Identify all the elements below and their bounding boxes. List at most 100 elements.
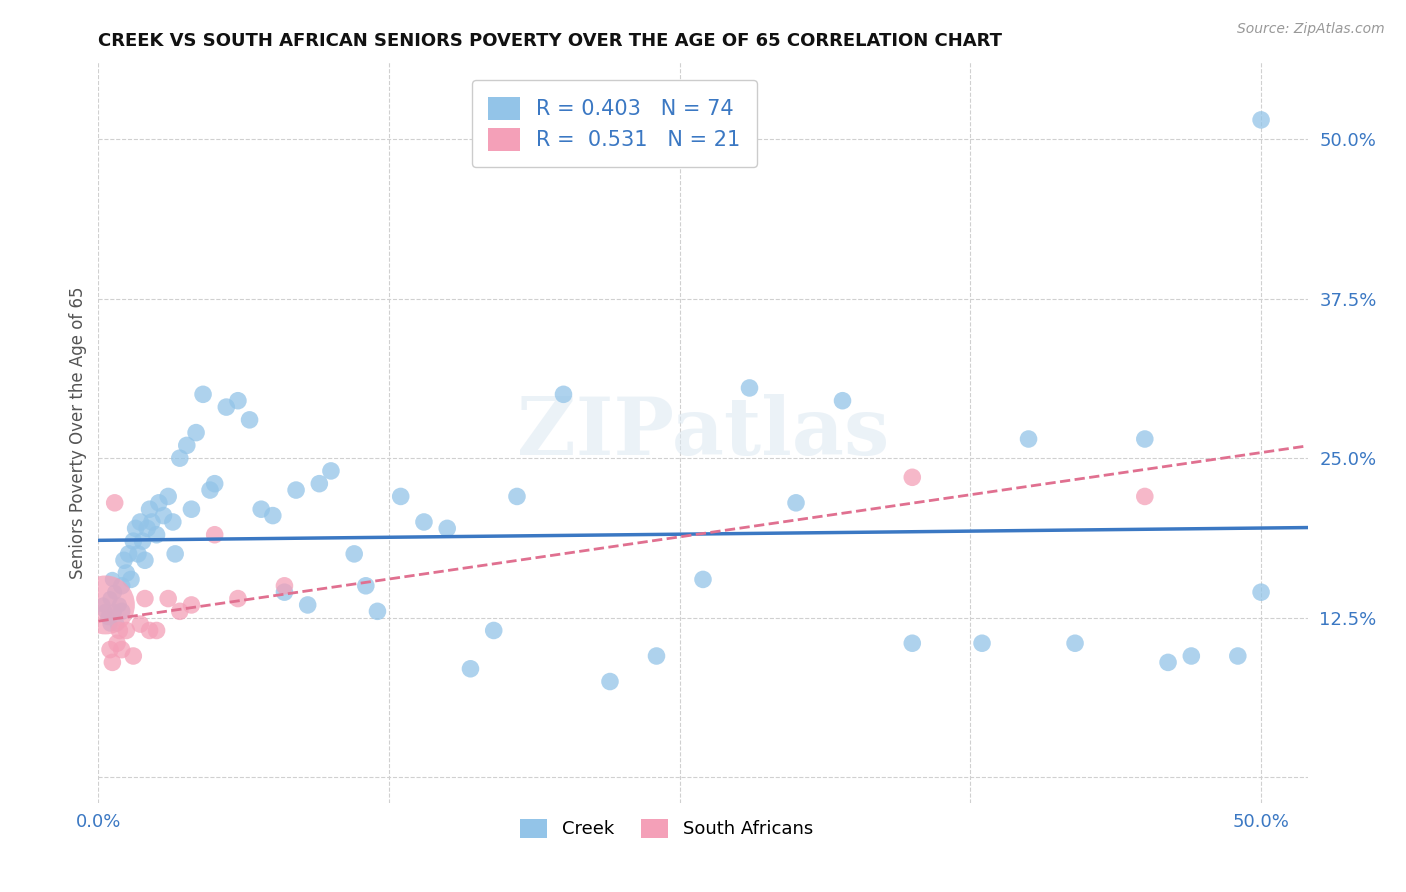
Point [226,393,249,408]
Point [91,598,114,612]
Point [138,624,160,638]
Point [104,585,127,599]
Point [169,451,191,466]
Point [122,648,145,663]
Point [145,624,167,638]
Point [273,585,295,599]
Point [115,624,138,638]
Point [111,604,134,618]
Point [1133,490,1156,504]
Point [738,381,761,395]
Point [1018,432,1040,446]
Point [226,591,249,606]
Point [131,534,153,549]
Text: Source: ZipAtlas.com: Source: ZipAtlas.com [1237,22,1385,37]
Point [239,413,262,427]
Point [98,642,121,657]
Point [105,636,128,650]
Point [460,662,482,676]
Point [104,496,127,510]
Point [136,521,159,535]
Point [152,508,174,523]
Point [138,502,160,516]
Point [343,547,366,561]
Point [94,604,117,618]
Point [831,393,853,408]
Point [115,566,138,580]
Point [134,553,156,567]
Point [901,636,924,650]
Point [553,387,575,401]
Point [215,400,238,414]
Point [389,490,412,504]
Point [198,483,221,497]
Point [1250,112,1272,127]
Point [169,604,191,618]
Point [506,490,529,504]
Point [319,464,342,478]
Point [366,604,388,618]
Point [141,515,163,529]
Point [124,521,146,535]
Point [262,508,284,523]
Point [785,496,807,510]
Point [354,579,377,593]
Point [273,579,295,593]
Point [127,547,149,561]
Point [176,438,198,452]
Point [111,642,134,657]
Point [98,617,121,632]
Point [204,527,226,541]
Point [1226,648,1249,663]
Point [122,534,145,549]
Text: CREEK VS SOUTH AFRICAN SENIORS POVERTY OVER THE AGE OF 65 CORRELATION CHART: CREEK VS SOUTH AFRICAN SENIORS POVERTY O… [98,32,1002,50]
Legend: Creek, South Africans: Creek, South Africans [513,812,820,846]
Point [1133,432,1156,446]
Point [1064,636,1087,650]
Point [645,648,668,663]
Point [157,591,180,606]
Point [108,598,131,612]
Point [250,502,273,516]
Point [901,470,924,484]
Point [108,624,131,638]
Point [112,553,135,567]
Point [1180,648,1202,663]
Point [104,604,127,618]
Point [97,611,120,625]
Y-axis label: Seniors Poverty Over the Age of 65: Seniors Poverty Over the Age of 65 [69,286,87,579]
Point [285,483,308,497]
Point [308,476,330,491]
Point [157,490,180,504]
Point [145,527,167,541]
Point [94,598,117,612]
Point [129,515,152,529]
Point [101,573,124,587]
Text: ZIPatlas: ZIPatlas [517,393,889,472]
Point [134,591,156,606]
Point [436,521,458,535]
Point [129,617,152,632]
Point [120,573,142,587]
Point [1250,585,1272,599]
Point [297,598,319,612]
Point [111,579,134,593]
Point [162,515,184,529]
Point [165,547,187,561]
Point [101,656,124,670]
Point [180,598,202,612]
Point [184,425,207,440]
Point [105,617,128,632]
Point [191,387,214,401]
Point [98,591,121,606]
Point [1157,656,1180,670]
Point [692,573,714,587]
Point [970,636,993,650]
Point [204,476,226,491]
Point [599,674,621,689]
Point [148,496,170,510]
Point [482,624,505,638]
Point [118,547,141,561]
Point [180,502,202,516]
Point [413,515,436,529]
